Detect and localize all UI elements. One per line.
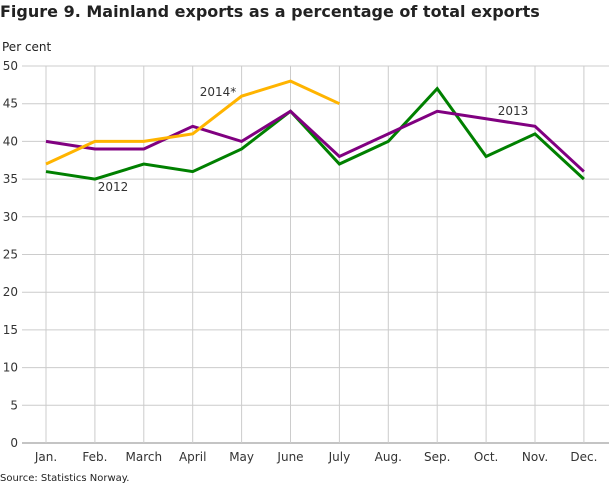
y-tick-label: 25	[3, 248, 18, 262]
series-label: 2013	[498, 104, 529, 118]
x-tick-label: March	[126, 450, 163, 464]
y-tick-label: 0	[10, 436, 18, 450]
x-tick-label: Jan.	[34, 450, 57, 464]
x-tick-label: June	[276, 450, 303, 464]
x-tick-label: July	[328, 450, 351, 464]
chart-title: Figure 9. Mainland exports as a percenta…	[0, 2, 540, 21]
x-tick-label: Nov.	[522, 450, 548, 464]
y-tick-label: 15	[3, 323, 18, 337]
x-tick-label: Aug.	[375, 450, 402, 464]
y-tick-label: 40	[3, 134, 18, 148]
x-tick-label: Sep.	[424, 450, 450, 464]
y-tick-label: 45	[3, 97, 18, 111]
y-tick-label: 10	[3, 361, 18, 375]
series-line-2013	[45, 109, 585, 173]
y-tick-label: 30	[3, 210, 18, 224]
series-label: 2012	[98, 180, 129, 194]
x-tick-label: Oct.	[474, 450, 499, 464]
y-tick-label: 5	[10, 398, 18, 412]
y-tick-label: 20	[3, 285, 18, 299]
series-line-2014	[45, 79, 341, 166]
x-tick-label: Dec.	[570, 450, 597, 464]
y-tick-label: 50	[3, 59, 18, 73]
x-tick-label: May	[229, 450, 254, 464]
x-tick-label: April	[179, 450, 206, 464]
x-tick-label: Feb.	[82, 450, 107, 464]
series-line-2012	[45, 86, 585, 181]
y-axis-label: Per cent	[2, 40, 52, 54]
series-label: 2014*	[200, 85, 237, 99]
y-tick-label: 35	[3, 172, 18, 186]
source-note: Source: Statistics Norway.	[0, 473, 130, 484]
